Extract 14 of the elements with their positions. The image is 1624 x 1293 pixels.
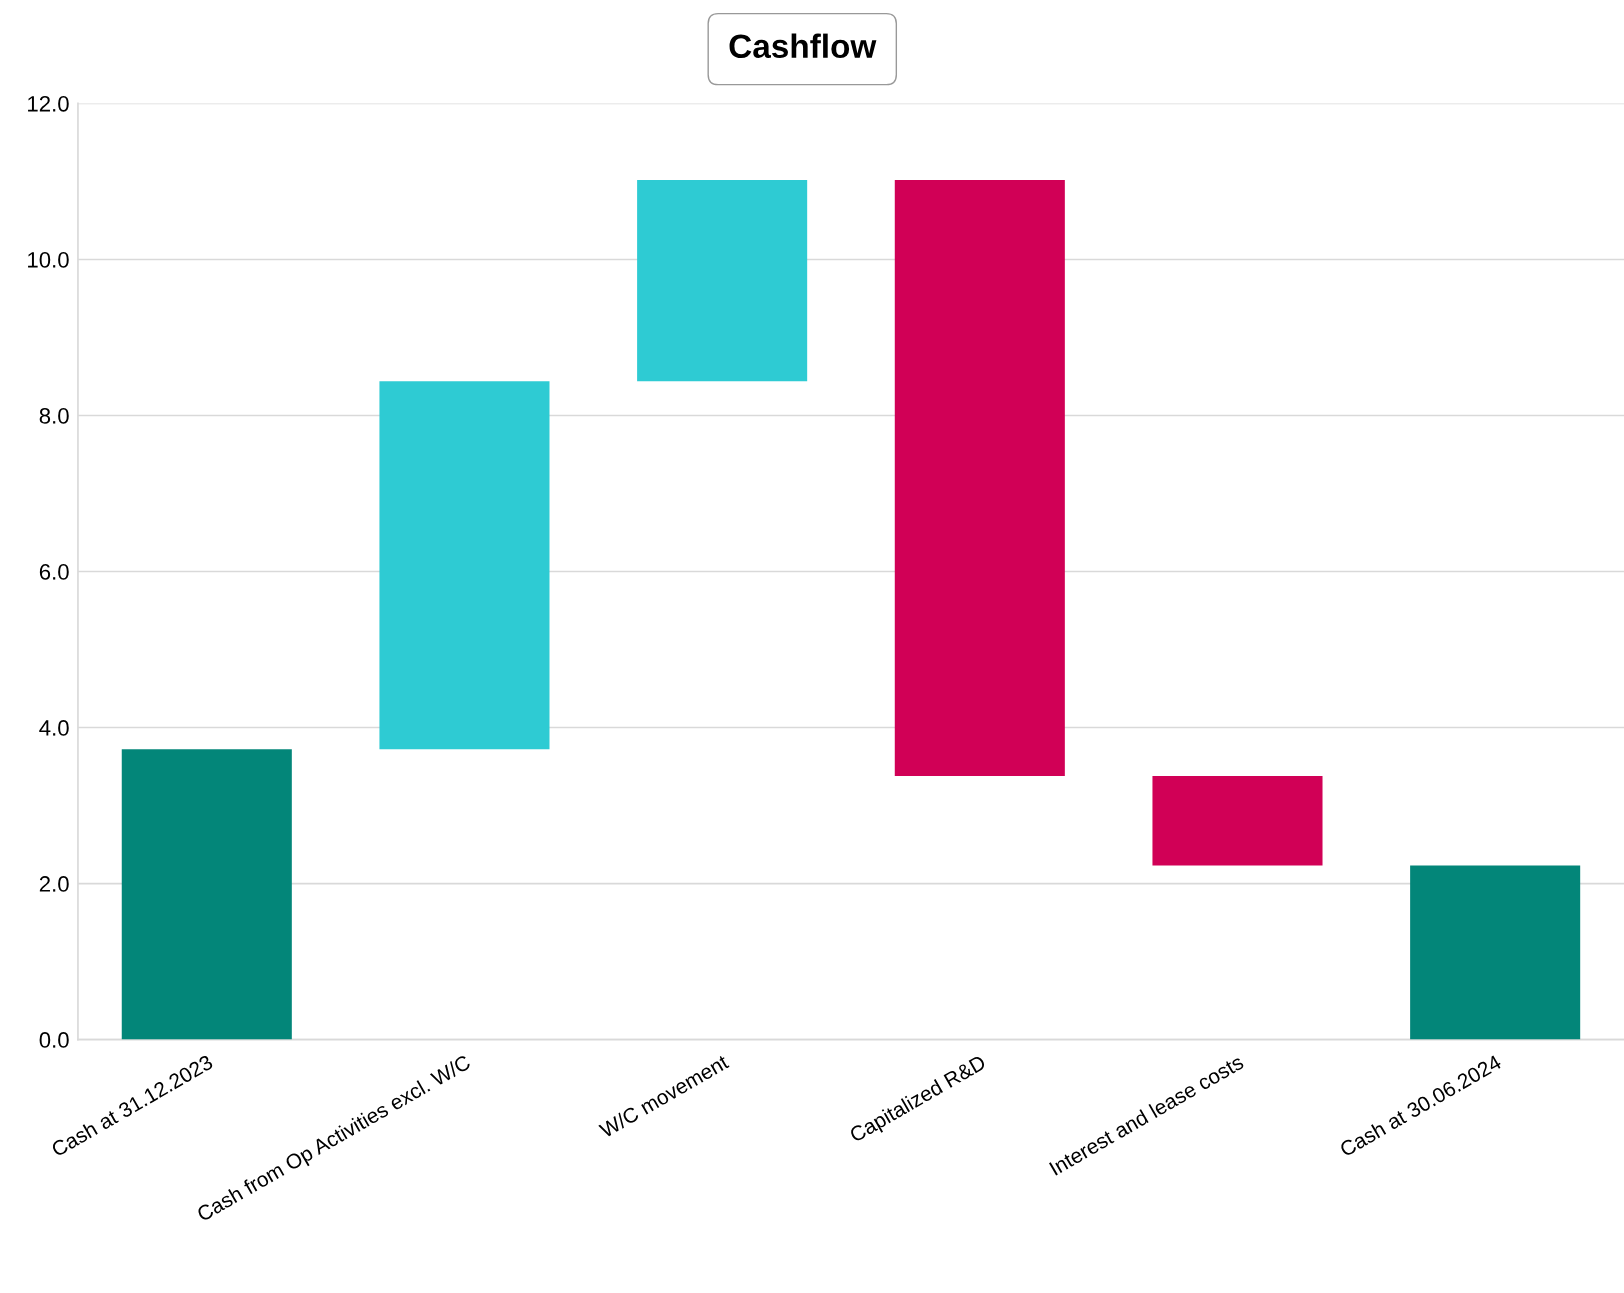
bar (637, 179, 808, 382)
y-tick-label: 0.0 (39, 1032, 69, 1048)
bar (379, 381, 550, 750)
y-tick-label: 4.0 (39, 720, 69, 736)
chart-title: Cashflow (729, 33, 877, 59)
bar (894, 179, 1065, 776)
bar (121, 749, 292, 1040)
y-tick-label: 10.0 (28, 252, 69, 268)
y-tick-label: 6.0 (39, 564, 69, 580)
y-tick-label: 12.0 (28, 95, 69, 112)
y-tick-label: 8.0 (39, 408, 69, 424)
bar (1410, 865, 1581, 1040)
y-tick-label: 2.0 (39, 876, 69, 892)
bar (1152, 775, 1323, 866)
